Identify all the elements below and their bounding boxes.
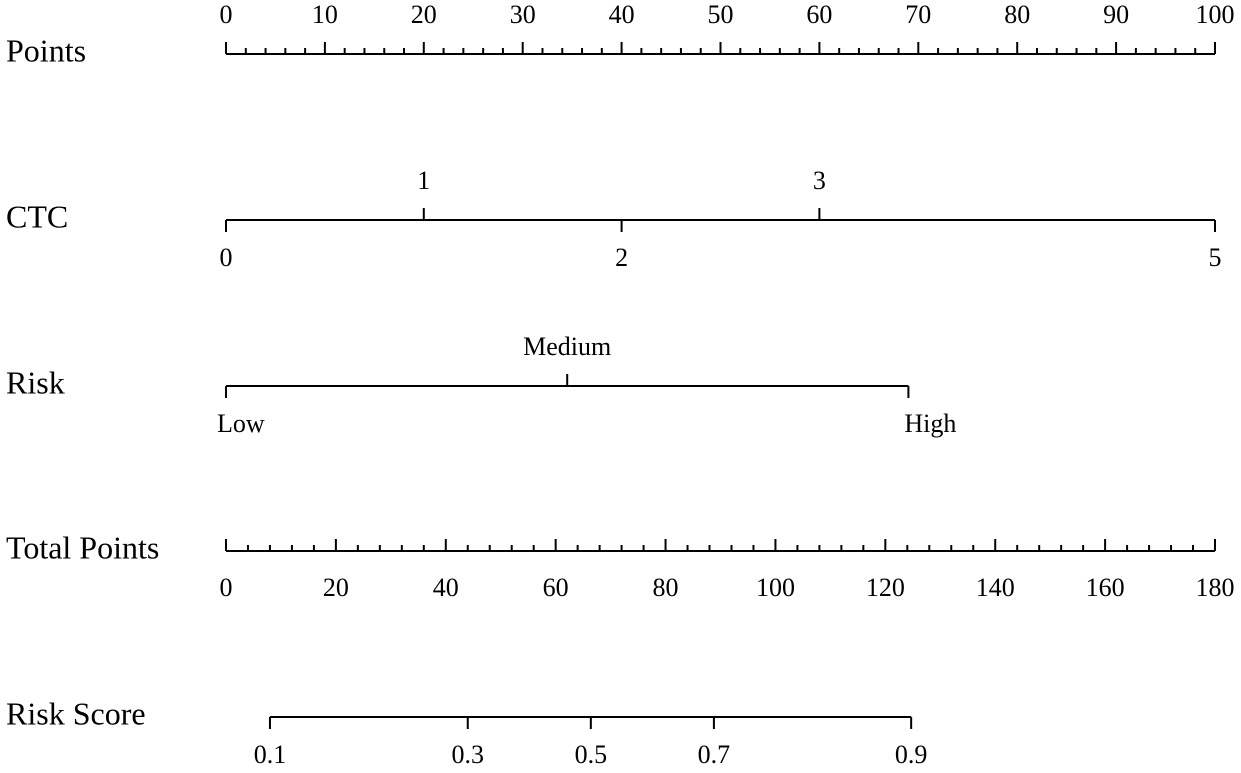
tick-label: 2 xyxy=(615,243,628,272)
tick-label: 1 xyxy=(417,166,430,195)
row-label: Total Points xyxy=(6,529,159,565)
tick-label: 160 xyxy=(1086,573,1125,602)
tick-label: 5 xyxy=(1209,243,1222,272)
tick-label: 100 xyxy=(756,573,795,602)
row-label: Risk xyxy=(6,364,65,400)
tick-label: 0 xyxy=(220,573,233,602)
tick-label: 80 xyxy=(1004,0,1030,29)
tick-label: 0.7 xyxy=(698,740,731,769)
tick-label: 0.9 xyxy=(895,740,928,769)
tick-label: 180 xyxy=(1196,573,1235,602)
tick-label: 0.1 xyxy=(254,740,287,769)
tick-label: Medium xyxy=(523,332,611,361)
tick-label: 60 xyxy=(806,0,832,29)
tick-label: 120 xyxy=(866,573,905,602)
tick-label: 100 xyxy=(1196,0,1235,29)
tick-label: 0.5 xyxy=(575,740,608,769)
tick-label: 20 xyxy=(411,0,437,29)
tick-label: 10 xyxy=(312,0,338,29)
tick-label: 30 xyxy=(510,0,536,29)
tick-label: 40 xyxy=(609,0,635,29)
tick-label: Low xyxy=(217,409,265,438)
tick-label: 140 xyxy=(976,573,1015,602)
tick-label: 40 xyxy=(433,573,459,602)
tick-label: 50 xyxy=(708,0,734,29)
tick-label: High xyxy=(904,409,956,438)
tick-label: 60 xyxy=(543,573,569,602)
tick-label: 0 xyxy=(220,0,233,29)
tick-label: 0 xyxy=(220,243,233,272)
row-label: Points xyxy=(6,32,86,68)
tick-label: 3 xyxy=(813,166,826,195)
tick-label: 20 xyxy=(323,573,349,602)
tick-label: 90 xyxy=(1103,0,1129,29)
row-label: Risk Score xyxy=(6,695,146,731)
tick-label: 70 xyxy=(905,0,931,29)
tick-label: 80 xyxy=(653,573,679,602)
row-label: CTC xyxy=(6,198,68,234)
tick-label: 0.3 xyxy=(452,740,485,769)
